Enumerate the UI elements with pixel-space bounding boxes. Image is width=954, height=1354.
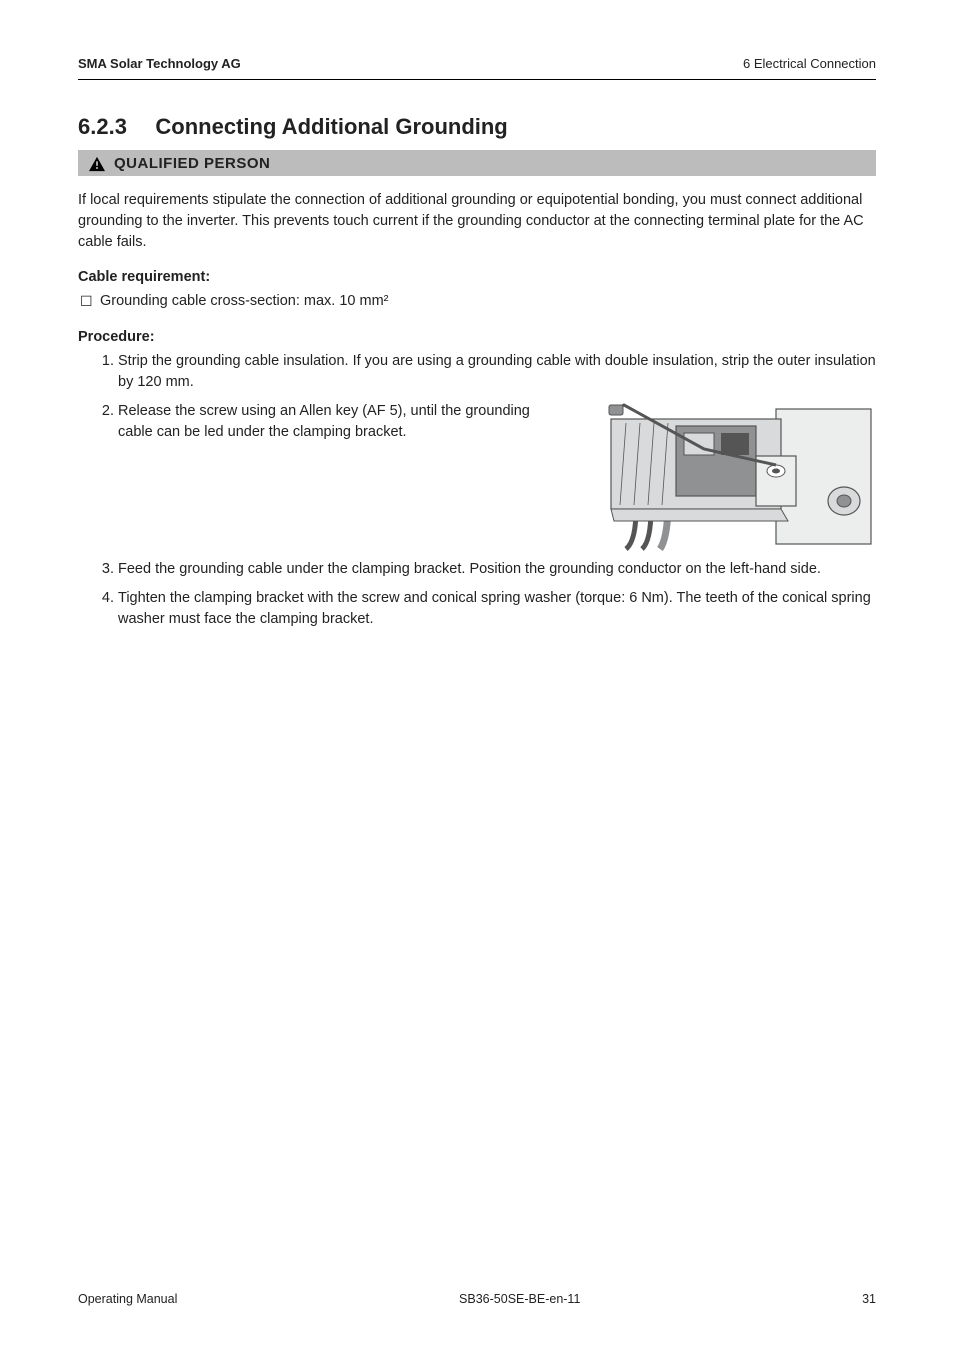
step-2: Release the screw using an Allen key (AF… [118,401,876,551]
procedure-steps: Strip the grounding cable insulation. If… [78,351,876,630]
qualified-person-bar: QUALIFIED PERSON [78,150,876,176]
step-2-text: Release the screw using an Allen key (AF… [118,401,558,443]
cable-requirement-list: Grounding cable cross-section: max. 10 m… [78,291,876,313]
footer-left: Operating Manual [78,1292,177,1306]
procedure-heading: Procedure: [78,329,876,345]
section-heading: 6.2.3 Connecting Additional Grounding [78,114,876,140]
intro-paragraph: If local requirements stipulate the conn… [78,190,876,253]
step-3: Feed the grounding cable under the clamp… [118,559,876,580]
warning-triangle-icon [88,156,106,172]
clamping-bracket-illustration [576,401,876,551]
section-title: Connecting Additional Grounding [155,114,507,139]
step-4: Tighten the clamping bracket with the sc… [118,588,876,630]
footer-right: 31 [862,1292,876,1306]
footer-center: SB36-50SE-BE-en-11 [459,1292,580,1306]
cable-requirement-heading: Cable requirement: [78,269,876,285]
page-footer: Operating Manual SB36-50SE-BE-en-11 31 [78,1292,876,1306]
list-item: Grounding cable cross-section: max. 10 m… [100,291,876,313]
header-right: 6 Electrical Connection [743,56,876,71]
step-1: Strip the grounding cable insulation. If… [118,351,876,393]
header-rule [78,79,876,80]
header-left: SMA Solar Technology AG [78,56,241,71]
section-number: 6.2.3 [78,114,127,139]
qualified-label: QUALIFIED PERSON [114,155,270,172]
page-header: SMA Solar Technology AG 6 Electrical Con… [78,56,876,71]
